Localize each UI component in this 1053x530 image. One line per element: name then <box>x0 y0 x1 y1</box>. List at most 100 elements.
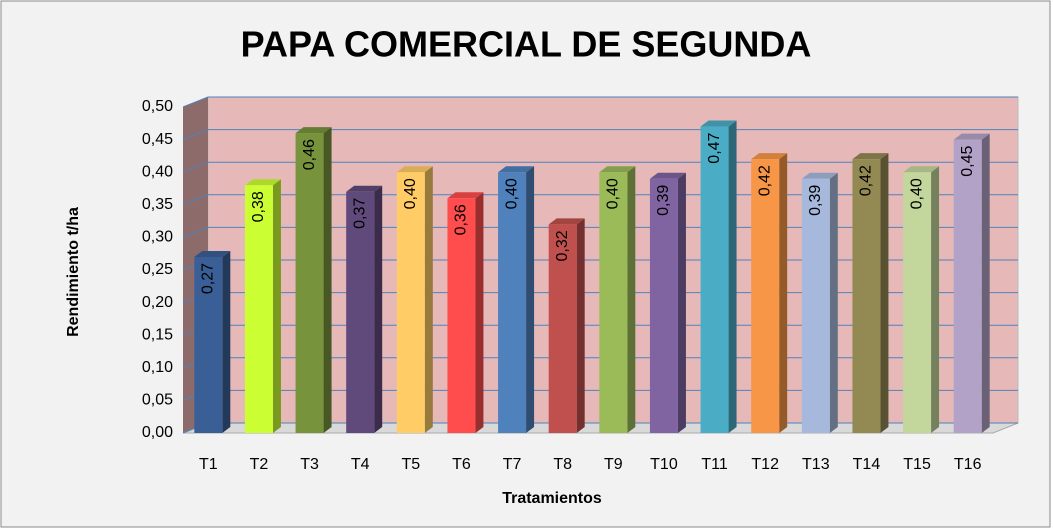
value-label: 0,45 <box>959 145 976 176</box>
value-label: 0,40 <box>908 178 925 209</box>
bar-side <box>779 153 788 433</box>
bar-top <box>498 166 535 173</box>
x-tick-label: T5 <box>401 456 420 473</box>
y-tick-label: 0,25 <box>142 261 173 278</box>
bar-side <box>424 166 433 433</box>
y-tick-label: 0,40 <box>142 163 173 180</box>
bar-top <box>548 218 585 225</box>
bar <box>295 133 324 433</box>
bar-side <box>931 166 940 433</box>
bar <box>447 198 476 433</box>
bar <box>953 139 982 433</box>
bar-side <box>576 218 585 433</box>
bar-top <box>346 185 383 192</box>
value-label: 0,32 <box>554 230 571 261</box>
value-label: 0,39 <box>807 185 824 216</box>
y-axis-title: Rendimiento t/ha <box>65 207 82 337</box>
value-label: 0,38 <box>250 191 267 222</box>
value-label: 0,40 <box>503 178 520 209</box>
x-tick-label: T12 <box>751 456 779 473</box>
x-tick-label: T7 <box>503 456 522 473</box>
value-label: 0,36 <box>453 204 470 235</box>
x-tick-label: T8 <box>553 456 572 473</box>
x-tick-label: T3 <box>300 456 319 473</box>
x-tick-label: T10 <box>650 456 678 473</box>
bar <box>903 172 932 433</box>
bar <box>700 126 729 433</box>
bar-top <box>751 153 788 160</box>
value-label: 0,46 <box>301 139 318 170</box>
bar <box>396 172 425 433</box>
y-tick-label: 0,50 <box>142 98 173 115</box>
bar-side <box>222 250 231 433</box>
bar-side <box>677 172 686 433</box>
chart-title: PAPA COMERCIAL DE SEGUNDA <box>241 24 812 65</box>
bar-top <box>801 172 838 179</box>
bar-side <box>981 133 990 433</box>
bar <box>852 159 881 433</box>
bar <box>599 172 628 433</box>
grid-line <box>182 129 1018 141</box>
y-tick-label: 0,15 <box>142 326 173 343</box>
y-tick-label: 0,45 <box>142 131 173 148</box>
y-tick-label: 0,10 <box>142 359 173 376</box>
value-label: 0,42 <box>858 165 875 196</box>
bar-top <box>295 127 332 134</box>
bar-top <box>396 166 433 173</box>
x-tick-label: T2 <box>250 456 269 473</box>
bar-side <box>526 166 535 433</box>
x-tick-label: T4 <box>351 456 370 473</box>
bar-top <box>700 120 737 127</box>
bar <box>548 224 577 433</box>
grid-line <box>182 226 1018 238</box>
bar-side <box>475 192 484 433</box>
bar <box>649 178 678 433</box>
x-tick-label: T1 <box>199 456 218 473</box>
x-axis-title: Tratamientos <box>502 490 602 507</box>
bar-top <box>953 133 990 140</box>
value-label: 0,40 <box>605 178 622 209</box>
bar-side <box>323 127 332 433</box>
x-tick-label: T15 <box>903 456 931 473</box>
bar <box>801 178 830 433</box>
bar-top <box>852 153 889 160</box>
bar-side <box>829 172 838 433</box>
bar <box>751 159 780 433</box>
x-tick-label: T11 <box>701 456 727 473</box>
value-label: 0,37 <box>351 198 368 229</box>
x-tick-label: T14 <box>853 456 881 473</box>
bar-side <box>272 179 281 433</box>
y-tick-label: 0,05 <box>142 392 173 409</box>
y-tick-label: 0,30 <box>142 229 173 246</box>
bar <box>244 185 273 433</box>
bar-top <box>903 166 940 173</box>
y-tick-label: 0,35 <box>142 196 173 213</box>
x-tick-label: T13 <box>802 456 830 473</box>
y-tick-label: 0,00 <box>142 424 173 441</box>
bar-top <box>194 250 231 257</box>
bar-top <box>649 172 686 179</box>
bar-side <box>374 185 383 433</box>
value-label: 0,42 <box>756 165 773 196</box>
bar-top <box>599 166 636 173</box>
bar-top <box>244 179 281 186</box>
x-tick-label: T9 <box>604 456 623 473</box>
bar-side <box>627 166 636 433</box>
value-label: 0,39 <box>655 185 672 216</box>
x-tick-label: T16 <box>954 456 982 473</box>
grid-line <box>182 194 1018 206</box>
bar-top <box>447 192 484 199</box>
x-tick-label: T6 <box>452 456 471 473</box>
bar-side <box>728 120 737 433</box>
bar <box>346 191 375 433</box>
bar <box>194 256 223 433</box>
value-label: 0,40 <box>402 178 419 209</box>
grid-line <box>182 96 1018 108</box>
grid-line <box>182 161 1018 173</box>
bar-side <box>880 153 889 433</box>
y-tick-label: 0,20 <box>142 294 173 311</box>
bar <box>498 172 527 433</box>
value-label: 0,27 <box>200 263 217 294</box>
value-label: 0,47 <box>706 132 723 163</box>
